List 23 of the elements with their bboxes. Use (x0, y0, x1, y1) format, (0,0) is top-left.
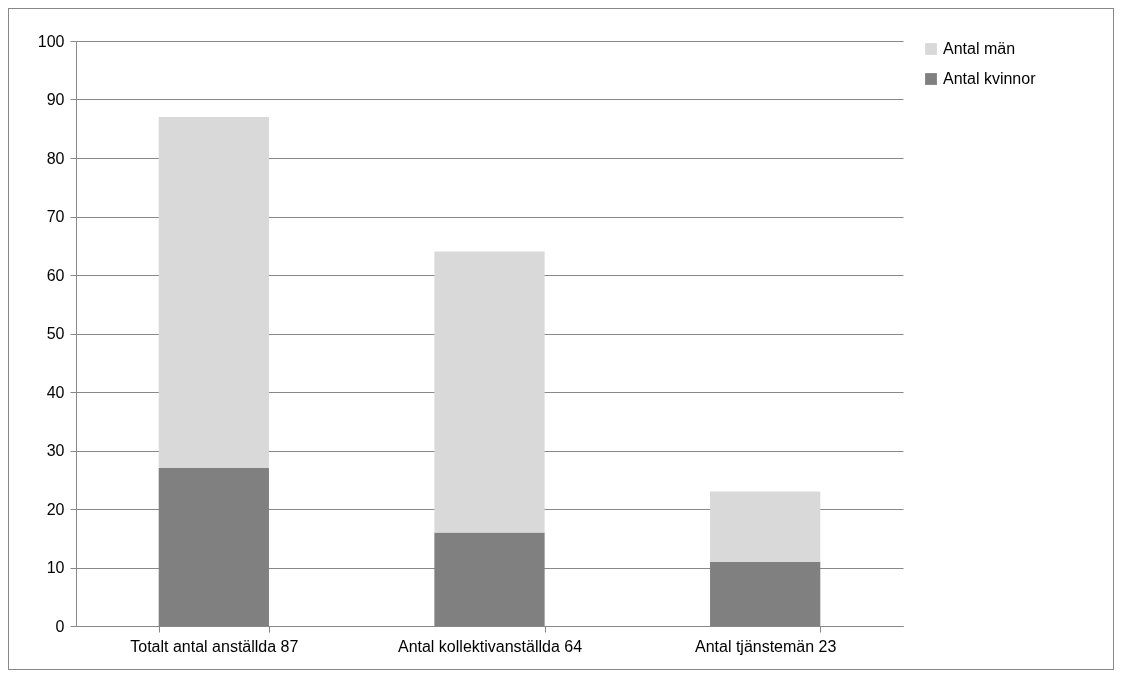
bar (158, 117, 269, 469)
y-tick-label: 30 (46, 442, 65, 459)
y-tick-label: 100 (37, 32, 65, 50)
y-tick-label: 0 (55, 617, 65, 635)
x-tick-label: Antal tjänstemän 23 (694, 637, 837, 655)
y-tick-label: 90 (46, 91, 65, 108)
chart-frame: Totalt antal anställda 87 Antal kollektivanställda 64 Antal tjänstemän 23 0 10 20 30 40 50 60 70 80 90 100 Antal män Antal kvinnor (8, 8, 1114, 670)
bar (434, 532, 545, 626)
y-tick-label: 40 (46, 383, 65, 401)
y-tick-label: 60 (46, 266, 65, 284)
y-tick-label: 80 (46, 149, 65, 167)
legend-label: Antal kvinnor (943, 70, 1037, 87)
bar (710, 491, 821, 562)
x-tick-label: Totalt antal anställda 87 (130, 637, 299, 655)
bar (434, 251, 545, 533)
bar (710, 561, 821, 626)
legend-label: Antal män (943, 40, 1016, 57)
y-tick-label: 10 (46, 559, 65, 576)
y-tick-label: 20 (46, 500, 65, 518)
y-tick-label: 50 (46, 325, 65, 342)
x-tick-label: Antal kollektivanställda 64 (397, 637, 583, 655)
bar (158, 468, 269, 626)
y-tick-label: 70 (46, 208, 65, 225)
